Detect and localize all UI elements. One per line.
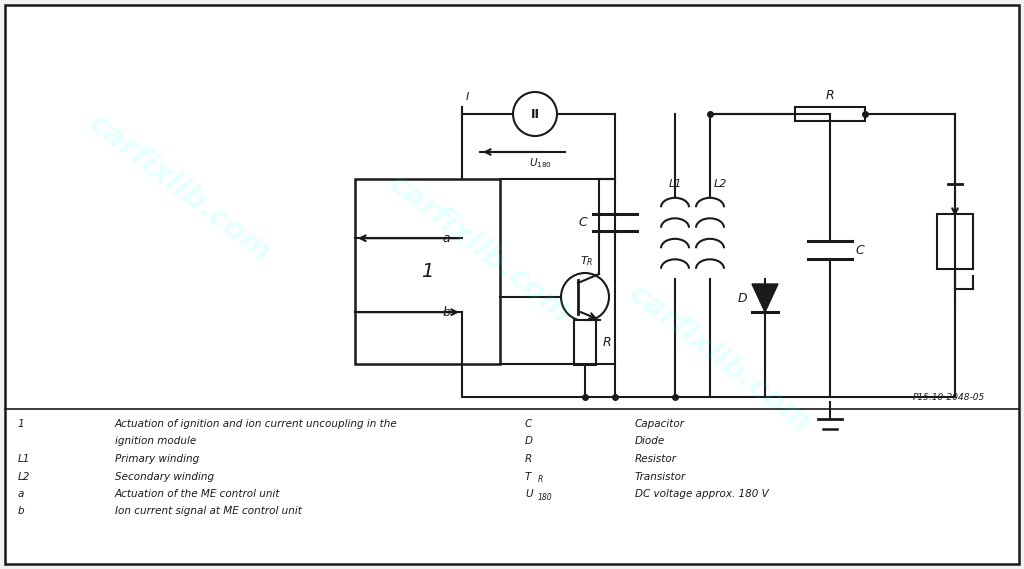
FancyBboxPatch shape xyxy=(5,5,1019,564)
Text: b: b xyxy=(18,506,25,517)
Text: L1: L1 xyxy=(669,179,682,189)
Text: R: R xyxy=(538,476,544,484)
Text: $T_R$: $T_R$ xyxy=(580,254,594,268)
Polygon shape xyxy=(752,284,778,312)
Text: L1: L1 xyxy=(18,454,31,464)
Text: C: C xyxy=(579,216,587,229)
Text: ignition module: ignition module xyxy=(115,436,197,447)
Text: U: U xyxy=(525,489,532,499)
Text: a: a xyxy=(18,489,25,499)
Text: D: D xyxy=(737,291,746,304)
Text: II: II xyxy=(530,108,540,121)
Text: C: C xyxy=(855,244,864,257)
Text: Actuation of the ME control unit: Actuation of the ME control unit xyxy=(115,489,281,499)
Text: 1: 1 xyxy=(18,419,25,429)
Text: L2: L2 xyxy=(714,179,727,189)
Text: $U_{180}$: $U_{180}$ xyxy=(528,156,552,170)
Text: R: R xyxy=(603,336,611,348)
Text: Ion current signal at ME control unit: Ion current signal at ME control unit xyxy=(115,506,302,517)
Text: 1: 1 xyxy=(421,262,434,281)
Text: Capacitor: Capacitor xyxy=(635,419,685,429)
Text: Resistor: Resistor xyxy=(635,454,677,464)
Text: b: b xyxy=(442,306,450,319)
Text: R: R xyxy=(525,454,532,464)
Text: carfixlib.com: carfixlib.com xyxy=(83,109,276,269)
Text: Diode: Diode xyxy=(635,436,666,447)
Text: Primary winding: Primary winding xyxy=(115,454,200,464)
Bar xyxy=(355,179,500,364)
Text: C: C xyxy=(525,419,532,429)
Bar xyxy=(574,320,596,365)
Text: P15.10-2048-05: P15.10-2048-05 xyxy=(912,393,985,402)
Text: carfixlib.com: carfixlib.com xyxy=(383,169,577,329)
Text: Secondary winding: Secondary winding xyxy=(115,472,214,481)
Text: I: I xyxy=(465,92,469,102)
Bar xyxy=(795,107,865,121)
Text: R: R xyxy=(825,89,835,102)
Text: T: T xyxy=(525,472,531,481)
Text: L2: L2 xyxy=(18,472,31,481)
Text: a: a xyxy=(442,232,450,245)
Text: DC voltage approx. 180 V: DC voltage approx. 180 V xyxy=(635,489,769,499)
Text: Actuation of ignition and ion current uncoupling in the: Actuation of ignition and ion current un… xyxy=(115,419,397,429)
Text: carfixlib.com: carfixlib.com xyxy=(624,279,816,439)
Text: D: D xyxy=(525,436,534,447)
Text: Transistor: Transistor xyxy=(635,472,686,481)
FancyBboxPatch shape xyxy=(937,214,973,269)
Text: 180: 180 xyxy=(538,493,553,502)
